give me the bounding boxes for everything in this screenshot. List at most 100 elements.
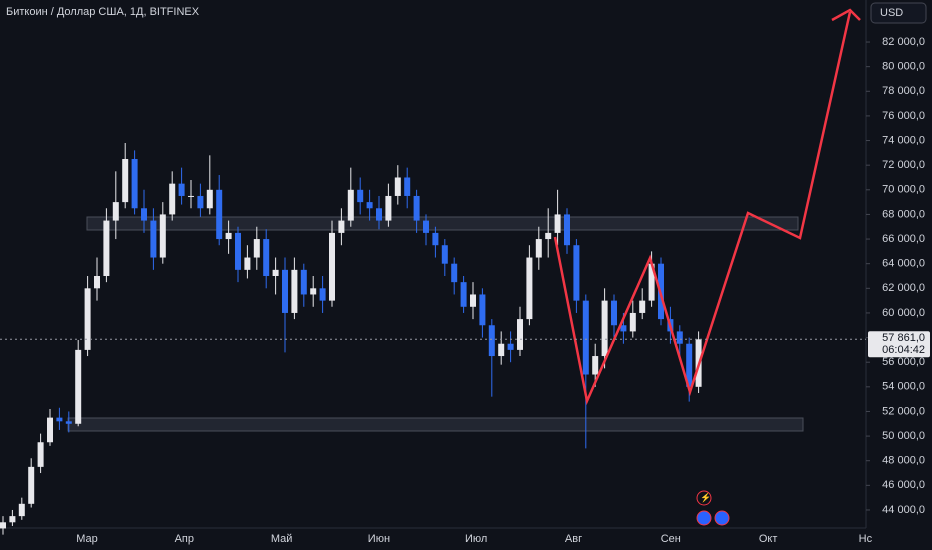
candle-body — [564, 214, 570, 246]
candle-body — [347, 189, 354, 221]
x-tick-label: Сен — [661, 533, 681, 545]
x-tick-label: Нс — [859, 533, 873, 545]
candle-body — [545, 232, 552, 240]
currency-label[interactable]: USD — [880, 7, 903, 19]
candle-body — [84, 288, 91, 350]
candle-body — [470, 294, 476, 307]
y-tick-label: 46 000,0 — [882, 479, 925, 491]
chart-title: Биткоин / Доллар США, 1Д, BITFINEX — [6, 6, 200, 18]
projection-arrow — [831, 8, 861, 22]
y-tick-label: 54 000,0 — [882, 381, 925, 393]
candle-body — [526, 257, 533, 320]
candle-body — [206, 189, 213, 209]
candle-body — [282, 269, 288, 313]
candle-body — [338, 220, 345, 233]
candle-body — [676, 331, 683, 344]
candle-body — [629, 312, 636, 332]
y-tick-label: 60 000,0 — [882, 307, 925, 319]
candle-body — [611, 300, 617, 326]
candle-body — [263, 239, 270, 276]
flag-icon[interactable] — [714, 510, 730, 526]
y-tick-label: 52 000,0 — [882, 405, 925, 417]
resistance-zone — [86, 216, 799, 231]
y-tick-label: 82 000,0 — [882, 36, 925, 48]
candle-body — [253, 239, 260, 258]
candle-body — [197, 195, 204, 209]
last-price-badge — [868, 331, 930, 358]
candle-body — [648, 263, 655, 301]
last-price-label: 57 861,0 — [882, 332, 925, 344]
x-tick-label: Мар — [76, 533, 98, 545]
candle-body — [178, 183, 185, 196]
y-tick-label: 68 000,0 — [882, 208, 925, 220]
candle-body — [47, 417, 53, 443]
support-zone — [67, 417, 804, 432]
y-tick-label: 78 000,0 — [882, 85, 925, 97]
projection-path — [553, 11, 852, 406]
candle-body — [310, 288, 317, 295]
candle-body — [686, 343, 693, 387]
event-icon[interactable] — [696, 490, 712, 506]
y-tick-label: 50 000,0 — [882, 430, 925, 442]
candle-body — [56, 417, 63, 422]
candle-body — [122, 159, 129, 203]
countdown-label: 06:04:42 — [882, 344, 925, 356]
x-tick-label: Авг — [565, 533, 582, 545]
y-tick-label: 80 000,0 — [882, 61, 925, 73]
candle-body — [0, 522, 6, 529]
currency-button[interactable] — [870, 2, 927, 24]
y-tick-label: 74 000,0 — [882, 134, 925, 146]
candle-body — [441, 245, 448, 264]
candle-body — [385, 195, 392, 221]
x-tick-label: Июн — [368, 533, 390, 545]
y-tick-label: 44 000,0 — [882, 504, 925, 516]
y-tick-label: 62 000,0 — [882, 282, 925, 294]
candle-body — [112, 202, 119, 221]
candle-body — [9, 516, 16, 523]
candle-body — [507, 343, 514, 350]
x-tick-label: Апр — [175, 533, 194, 545]
candle-body — [216, 189, 223, 240]
candle-body — [592, 356, 599, 375]
candle-body — [225, 232, 232, 240]
candle-body — [188, 195, 194, 197]
candle-body — [366, 202, 373, 209]
y-tick-label: 66 000,0 — [882, 233, 925, 245]
candle-body — [460, 282, 467, 307]
candle-body — [235, 232, 241, 270]
candle-body — [272, 269, 279, 276]
candle-body — [535, 239, 542, 258]
x-tick-label: Окт — [759, 533, 778, 545]
candle-body — [319, 288, 326, 301]
flag-icon[interactable] — [696, 510, 712, 526]
candle-body — [103, 220, 110, 276]
candle-body — [573, 245, 580, 301]
candle-body — [423, 220, 429, 233]
candle-body — [244, 257, 251, 270]
candle-body — [169, 183, 176, 215]
candle-body — [357, 189, 364, 203]
y-tick-label: 56 000,0 — [882, 356, 925, 368]
candle-body — [620, 325, 627, 332]
candle-body — [65, 421, 72, 424]
candle-body — [517, 319, 523, 350]
candle-body — [159, 214, 166, 258]
x-tick-label: Май — [271, 533, 293, 545]
candle-body — [300, 269, 307, 295]
event-icon-glyph: ⚡ — [700, 491, 711, 503]
y-tick-label: 76 000,0 — [882, 110, 925, 122]
candle-body — [554, 214, 561, 233]
candle-body — [413, 195, 420, 221]
y-tick-label: 72 000,0 — [882, 159, 925, 171]
candle-body — [488, 325, 495, 357]
x-tick-label: Июл — [465, 533, 487, 545]
candle-body — [451, 263, 458, 283]
candle-body — [291, 269, 298, 313]
candle-body — [376, 208, 382, 221]
candle-body — [498, 343, 505, 357]
candle-body — [28, 466, 35, 504]
candle-body — [479, 294, 486, 326]
